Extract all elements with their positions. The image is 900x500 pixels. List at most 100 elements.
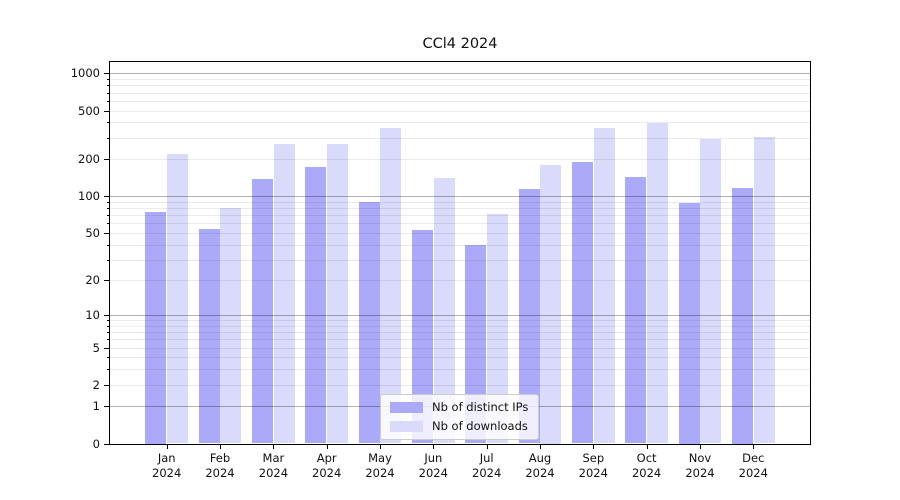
y-minor-tickmark [107, 137, 110, 139]
downloads-bar [753, 136, 775, 444]
year-label: 2024 [525, 466, 555, 480]
major-gridline [110, 73, 810, 75]
downloads-bar [326, 143, 349, 444]
y-tickmark [104, 73, 110, 75]
y-tickmark [104, 110, 110, 112]
year-label: 2024 [472, 466, 502, 480]
x-tickmark [700, 444, 701, 449]
y-minor-tickmark [107, 215, 110, 217]
month-label: Oct [636, 451, 657, 465]
x-axis-tick-label: Apr 2024 [299, 451, 355, 481]
x-tickmark [220, 444, 221, 449]
y-minor-tickmark [107, 223, 110, 225]
month-label: Jul [479, 451, 494, 465]
month-label: Nov [688, 451, 712, 465]
ip-bar [731, 187, 754, 444]
month-label: Feb [209, 451, 231, 465]
y-tickmark [104, 443, 110, 445]
ip-bar [198, 228, 220, 444]
y-tickmark [104, 280, 110, 282]
legend-swatch-downloads [390, 420, 423, 432]
x-axis-tick-label: Aug 2024 [512, 451, 568, 481]
y-tickmark [104, 159, 110, 161]
y-axis-tick-label: 1000 [70, 66, 100, 81]
y-minor-tickmark [107, 208, 110, 210]
downloads-bar [380, 128, 402, 444]
x-tickmark [326, 444, 328, 449]
x-axis-tick-label: Jan 2024 [139, 451, 195, 481]
y-minor-tickmark [107, 79, 110, 80]
ip-bar [251, 179, 274, 444]
year-label: 2024 [258, 466, 289, 480]
y-minor-tickmark [107, 259, 110, 261]
legend-row-downloads: Nb of downloads [390, 419, 528, 433]
downloads-bar [540, 165, 562, 444]
x-tickmark [646, 444, 648, 449]
month-label: Jan [157, 451, 176, 465]
downloads-bar [700, 139, 722, 444]
legend-swatch-ips [390, 401, 423, 413]
y-minor-tickmark [107, 85, 110, 87]
x-tickmark [753, 444, 755, 449]
minor-gridline [110, 100, 810, 102]
ip-bar [305, 167, 327, 444]
y-tickmark [104, 196, 110, 198]
y-minor-tickmark [107, 325, 110, 327]
minor-gridline [110, 85, 810, 87]
year-label: 2024 [365, 466, 395, 480]
y-axis-tick-label: 5 [92, 340, 100, 355]
legend-row-ips: Nb of distinct IPs [390, 400, 528, 414]
y-minor-tickmark [107, 369, 110, 371]
ip-bar [465, 244, 487, 444]
y-tickmark [104, 406, 110, 408]
ip-bar [625, 176, 647, 444]
ip-bar [145, 211, 167, 444]
month-label: Mar [262, 451, 285, 465]
downloads-bar [646, 122, 669, 444]
year-label: 2024 [312, 466, 342, 480]
chart-title: CCl4 2024 [422, 36, 498, 52]
downloads-bar [220, 208, 242, 444]
y-axis-tick-label: 500 [78, 103, 100, 118]
x-axis-tick-label: Sep 2024 [565, 451, 621, 481]
ip-bar [411, 229, 434, 444]
downloads-bar [433, 177, 455, 444]
month-label: Dec [742, 451, 765, 465]
y-axis-tick-label: 100 [78, 189, 100, 204]
y-axis-tick-label: 200 [78, 152, 100, 167]
month-label: Sep [582, 451, 605, 465]
legend-label-ips: Nb of distinct IPs [432, 400, 529, 414]
year-label: 2024 [738, 466, 768, 480]
month-label: May [368, 451, 392, 465]
legend-label-downloads: Nb of downloads [432, 419, 528, 433]
x-axis-tick-label: Dec 2024 [725, 451, 781, 481]
year-label: 2024 [152, 466, 182, 480]
x-tickmark [540, 444, 541, 449]
x-tickmark [593, 444, 595, 449]
year-label: 2024 [205, 466, 235, 480]
y-minor-tickmark [107, 320, 110, 322]
x-tickmark [433, 444, 435, 449]
month-label: Apr [316, 451, 337, 465]
x-tickmark [166, 444, 168, 449]
downloads-bar [486, 213, 509, 444]
y-axis-tick-label: 2 [92, 377, 100, 392]
x-axis-tick-label: Feb 2024 [192, 451, 248, 481]
x-axis-tick-label: Mar 2024 [245, 451, 301, 481]
y-axis-tick-label: 20 [85, 273, 100, 288]
month-label: Jun [424, 451, 443, 465]
y-minor-tickmark [107, 201, 110, 203]
x-axis-tick-label: Oct 2024 [619, 451, 675, 481]
y-tickmark [104, 232, 110, 234]
downloads-bar [273, 144, 295, 444]
y-tickmark [104, 315, 110, 316]
y-tickmark [104, 384, 110, 386]
y-tickmark [104, 347, 110, 349]
y-axis-tick-label: 10 [85, 308, 100, 322]
y-axis-tick-label: 0 [92, 436, 100, 451]
minor-gridline [110, 110, 810, 112]
y-minor-tickmark [107, 122, 110, 124]
ip-bar [678, 203, 700, 444]
ip-bar [358, 202, 380, 444]
ip-bar [518, 188, 540, 444]
